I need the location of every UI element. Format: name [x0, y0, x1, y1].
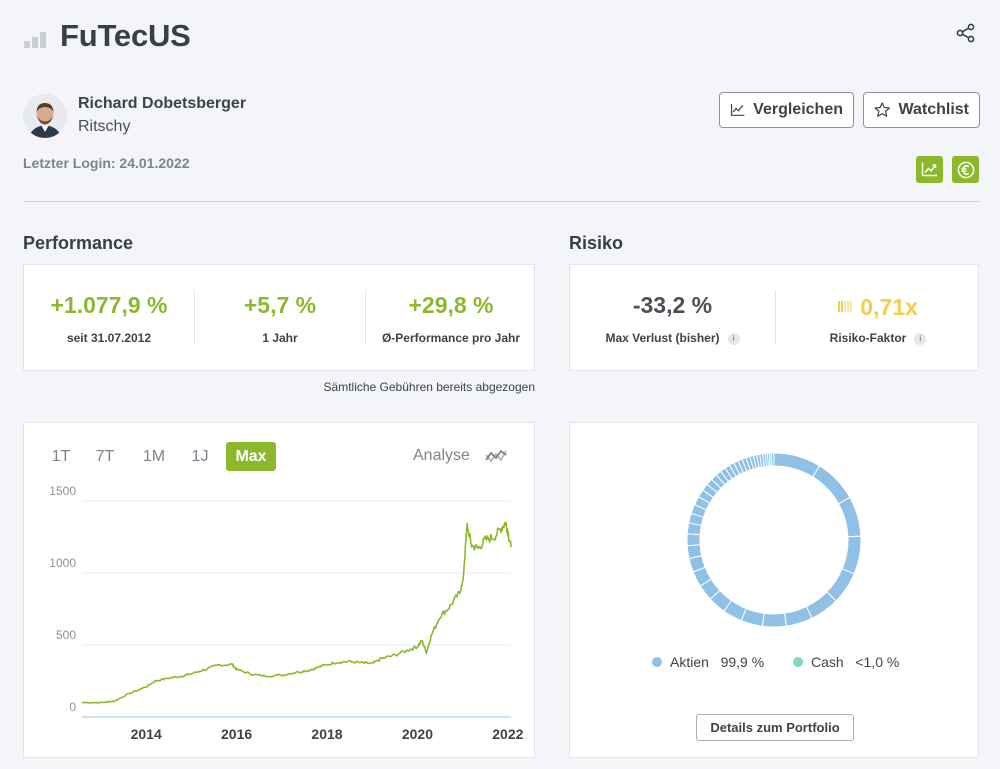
max-loss-value: -33,2 %: [632, 292, 713, 318]
watchlist-button[interactable]: Watchlist: [863, 92, 980, 128]
compare-button[interactable]: Vergleichen: [719, 92, 854, 128]
y-tick-label: 500: [56, 628, 76, 642]
x-tick-label: 2016: [221, 726, 252, 742]
donut-segment-aktien[interactable]: [783, 605, 813, 627]
performance-heading: Performance: [23, 233, 134, 253]
kpi-total: +1.077,9 % seit 31.07.2012: [24, 265, 194, 370]
x-tick-label: 2014: [131, 726, 162, 742]
allocation-donut-chart[interactable]: [570, 443, 980, 653]
risk-factor-label: Risiko-Faktor: [829, 331, 907, 345]
legend-dot-cash: [793, 657, 803, 667]
risk-level-bar: [847, 301, 850, 312]
donut-segment-aktien[interactable]: [837, 496, 862, 538]
kpi-risk-factor: 0,71x Risiko-Faktor i: [776, 265, 980, 370]
donut-segment-aktien[interactable]: [686, 544, 703, 560]
separator: [775, 290, 776, 344]
kpi-avg: +29,8 % Ø-Performance pro Jahr: [366, 265, 536, 370]
y-tick-label: 0: [69, 700, 76, 714]
risk-heading: Risiko: [569, 233, 624, 253]
kpi-avg-label: Ø-Performance pro Jahr: [381, 331, 521, 345]
portfolio-details-button[interactable]: Details zum Portfolio: [696, 714, 854, 741]
user-handle: Ritschy: [78, 118, 131, 135]
performance-chart-card: 1T 7T 1M 1J Max Analyse 0 500 1000 1500 2014…: [23, 422, 535, 758]
risk-level-bar: [850, 301, 853, 312]
chart-trend-button[interactable]: [916, 156, 943, 183]
fee-note: Sämtliche Gebühren bereits abgezogen: [323, 380, 535, 394]
risk-level-bar: [838, 301, 841, 312]
kpi-avg-value: +29,8 %: [408, 292, 494, 318]
donut-segment-aktien[interactable]: [686, 533, 701, 547]
y-tick-label: 1000: [49, 556, 76, 570]
legend-aktien: Aktien 99,9 %: [652, 654, 764, 670]
risk-level-icon: [838, 292, 854, 319]
range-tab-1j[interactable]: 1J: [191, 448, 209, 465]
info-icon[interactable]: i: [727, 333, 740, 345]
donut-segment-aktien[interactable]: [812, 465, 851, 505]
euro-button[interactable]: [952, 156, 979, 183]
range-tab-1t[interactable]: 1T: [51, 448, 71, 465]
range-tab-1m[interactable]: 1M: [142, 448, 166, 465]
x-tick-label: 2020: [402, 726, 433, 742]
donut-segment-cash[interactable]: [770, 452, 775, 467]
chart-line-icon: [730, 103, 745, 116]
performance-card: +1.077,9 % seit 31.07.2012 +5,7 % 1 Jahr…: [23, 264, 535, 371]
divider: [23, 201, 980, 202]
legend-aktien-value: 99,9 %: [720, 654, 765, 670]
legend-dot-aktien: [652, 657, 662, 667]
donut-segment-aktien[interactable]: [841, 535, 862, 575]
app-logo-icon: [24, 32, 48, 48]
risk-level-bar: [841, 301, 844, 312]
info-icon[interactable]: i: [914, 333, 927, 345]
compare-label: Vergleichen: [753, 101, 843, 118]
legend-cash-value: <1,0 %: [855, 654, 900, 670]
risk-level-bar: [844, 301, 847, 312]
max-loss-label: Max Verlust (bisher): [605, 331, 720, 345]
analyse-button[interactable]: Analyse: [413, 447, 470, 464]
legend-cash-name: Cash: [811, 654, 844, 670]
kpi-max-loss: -33,2 % Max Verlust (bisher) i: [570, 265, 775, 370]
performance-line[interactable]: [82, 521, 512, 704]
range-tab-7t[interactable]: 7T: [95, 448, 115, 465]
kpi-1y: +5,7 % 1 Jahr: [195, 265, 365, 370]
analyse-icon[interactable]: [485, 447, 507, 465]
share-icon[interactable]: [955, 22, 977, 44]
star-icon: [874, 102, 890, 117]
legend-aktien-name: Aktien: [670, 654, 709, 670]
donut-segment-aktien[interactable]: [761, 612, 787, 628]
user-name[interactable]: Richard Dobetsberger: [78, 95, 247, 112]
separator: [194, 290, 195, 344]
performance-line-chart[interactable]: 0 500 1000 1500 2014 2016 2018 2020 2022: [24, 483, 534, 758]
kpi-1y-label: 1 Jahr: [262, 331, 298, 345]
donut-segment-aktien[interactable]: [773, 452, 821, 478]
last-login: Letzter Login: 24.01.2022: [23, 155, 190, 171]
chart-trend-icon: [921, 162, 937, 177]
watchlist-label: Watchlist: [898, 101, 969, 118]
allocation-card: Aktien 99,9 % Cash <1,0 % Details zum Po…: [569, 422, 979, 758]
range-tab-max[interactable]: Max: [226, 442, 276, 471]
page-title: FuTecUS: [60, 18, 191, 53]
x-tick-label: 2022: [492, 726, 523, 742]
legend-cash: Cash <1,0 %: [793, 654, 899, 670]
risk-card: -33,2 % Max Verlust (bisher) i 0,71x Risi…: [569, 264, 979, 371]
risk-factor-value: 0,71x: [860, 294, 918, 320]
y-tick-label: 1500: [49, 484, 76, 498]
kpi-total-label: seit 31.07.2012: [66, 331, 152, 345]
x-tick-label: 2018: [311, 726, 342, 742]
kpi-1y-value: +5,7 %: [243, 292, 317, 318]
separator: [365, 290, 366, 344]
avatar[interactable]: [23, 94, 67, 138]
kpi-total-value: +1.077,9 %: [50, 292, 168, 318]
euro-icon: [957, 161, 974, 178]
